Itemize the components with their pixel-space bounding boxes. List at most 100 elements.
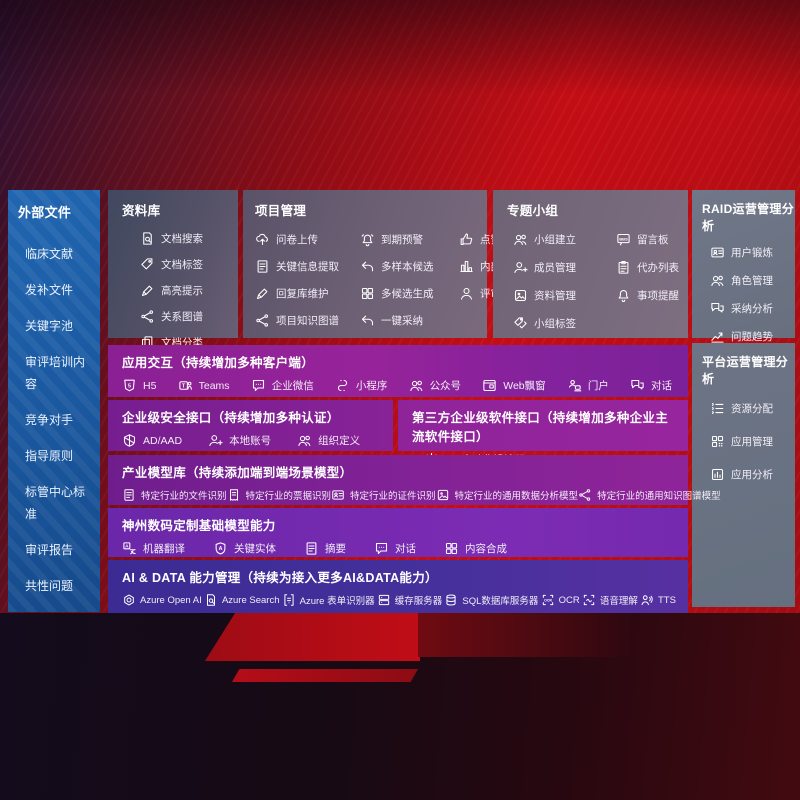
- feature-item[interactable]: TTS: [640, 593, 676, 607]
- feature-item[interactable]: 小程序: [335, 378, 388, 393]
- feature-item[interactable]: Azure Open AI: [122, 593, 202, 607]
- feature-item[interactable]: 特定行业的通用数据分析模型: [436, 488, 578, 502]
- grid-icon: [360, 286, 375, 301]
- feature-item[interactable]: 关系图谱: [140, 309, 238, 324]
- feature-item[interactable]: H5: [122, 378, 156, 393]
- feature-label: Web飘窗: [503, 380, 546, 392]
- feature-item[interactable]: 问题趋势: [710, 329, 795, 344]
- feature-item[interactable]: 一键采纳: [360, 313, 448, 328]
- feature-item[interactable]: 公众号: [409, 378, 461, 393]
- feature-item[interactable]: 多样本候选: [360, 259, 448, 274]
- feature-item[interactable]: 问卷上传: [255, 232, 349, 247]
- feature-item[interactable]: 机器翻译: [122, 541, 185, 556]
- feature-item[interactable]: 企业微信: [251, 378, 314, 393]
- feature-item[interactable]: 本地账号: [208, 433, 271, 448]
- feature-item[interactable]: 代办列表: [616, 260, 688, 275]
- reply-icon: [360, 313, 375, 328]
- feature-label: 小组标签: [534, 318, 576, 330]
- panel-title: 外部文件: [18, 205, 72, 220]
- sidebar-item[interactable]: 指导原则: [25, 449, 74, 463]
- trend-icon: [710, 329, 725, 344]
- feature-item[interactable]: 缓存服务器: [377, 593, 443, 607]
- feature-item[interactable]: 对话: [630, 378, 672, 393]
- sidebar-item[interactable]: 临床文献: [25, 247, 74, 261]
- feature-item[interactable]: 组织定义: [297, 433, 360, 448]
- feature-item[interactable]: SQL数据库服务器: [444, 593, 538, 607]
- sidebar-item[interactable]: 关键字池: [25, 319, 74, 333]
- feature-item[interactable]: Teams: [178, 378, 230, 393]
- feature-label: Teams: [198, 379, 230, 392]
- feature-item[interactable]: 小组标签: [513, 316, 605, 331]
- feature-label: 语音理解: [599, 596, 638, 607]
- sidebar-item[interactable]: 共性问题: [25, 579, 74, 593]
- sidebar-item[interactable]: 竞争对手: [25, 413, 74, 427]
- grid-icon: [444, 541, 459, 556]
- feature-item[interactable]: 文档搜索: [140, 231, 238, 246]
- tts-icon: [640, 593, 654, 607]
- feature-item[interactable]: 成员管理: [513, 260, 605, 275]
- pencil-icon: [255, 286, 270, 301]
- feature-label: 特定行业的文件识别: [141, 491, 227, 502]
- feature-label: 缓存服务器: [394, 596, 443, 607]
- feature-item[interactable]: 回复库维护: [255, 286, 349, 301]
- feature-item[interactable]: Web飘窗: [482, 378, 546, 393]
- feature-item[interactable]: 角色管理: [710, 273, 795, 288]
- feature-label: 用户锻炼: [731, 247, 773, 259]
- sidebar-item[interactable]: 审评培训内容: [25, 355, 86, 391]
- person-icon: [459, 286, 474, 301]
- receipt-icon: [227, 488, 241, 502]
- feature-item[interactable]: 留言板: [616, 232, 688, 247]
- feature-item[interactable]: 资料管理: [513, 288, 605, 303]
- doc-lines-icon: [304, 541, 319, 556]
- sidebar-item[interactable]: 标管中心标准: [25, 485, 86, 521]
- external-files-panel: 外部文件 临床文献发补文件关键字池审评培训内容竞争对手指导原则标管中心标准审评报…: [8, 190, 100, 612]
- feature-item[interactable]: 内容合成: [444, 541, 507, 556]
- id-card-icon: [710, 245, 725, 260]
- feature-item[interactable]: 用户锻炼: [710, 245, 795, 260]
- feature-item[interactable]: Azure Search: [204, 593, 280, 607]
- feature-item[interactable]: 关键实体: [213, 541, 276, 556]
- list-icon: [710, 401, 725, 416]
- feature-label: 事项提醒: [637, 290, 679, 302]
- feature-item[interactable]: 资源分配: [710, 401, 795, 416]
- row-title: AI & DATA 能力管理（持续为接入更多AI&DATA能力）: [122, 571, 438, 585]
- doc-lines-icon: [255, 259, 270, 274]
- feature-item[interactable]: 特定行业的证件识别: [331, 488, 436, 502]
- feature-item[interactable]: OCR: [541, 593, 580, 607]
- feature-item[interactable]: 语音理解: [582, 593, 638, 607]
- feature-item[interactable]: 应用分析: [710, 467, 795, 482]
- sidebar-item[interactable]: 审评报告: [25, 543, 74, 557]
- feature-item[interactable]: 采纳分析: [710, 301, 795, 316]
- bell-icon: [616, 288, 631, 303]
- feature-label: 企业微信: [271, 380, 314, 392]
- ranking-icon: [459, 259, 474, 274]
- feature-item[interactable]: 对话: [374, 541, 416, 556]
- feature-item[interactable]: AD/AAD: [122, 433, 182, 448]
- app-grid-icon: [710, 434, 725, 449]
- feature-item[interactable]: 特定行业的票据识别: [227, 488, 331, 502]
- feature-item[interactable]: 小组建立: [513, 232, 605, 247]
- feature-item[interactable]: 多候选生成: [360, 286, 448, 301]
- window-icon: [482, 378, 497, 393]
- feature-item[interactable]: 事项提醒: [616, 288, 688, 303]
- feature-item[interactable]: 项目知识图谱: [255, 313, 349, 328]
- feature-item[interactable]: 特定行业的文件识别: [122, 488, 227, 502]
- feature-label: Azure Open AI: [140, 594, 202, 606]
- feature-item[interactable]: 到期预警: [360, 232, 448, 247]
- feature-item[interactable]: 高亮提示: [140, 283, 238, 298]
- feature-item[interactable]: 摘要: [304, 541, 346, 556]
- feature-item[interactable]: 关键信息提取: [255, 259, 349, 274]
- network-icon: [140, 309, 155, 324]
- feature-label: 组织定义: [318, 435, 361, 447]
- feature-label: H5: [143, 379, 157, 392]
- feature-label: SQL数据库服务器: [462, 596, 539, 607]
- feature-item[interactable]: 文档标签: [140, 257, 238, 272]
- feature-item[interactable]: 应用管理: [710, 434, 795, 449]
- voice-icon: [582, 593, 596, 607]
- sidebar-item[interactable]: 发补文件: [25, 283, 74, 297]
- translate-icon: [122, 541, 137, 556]
- feature-label: 小程序: [355, 380, 388, 392]
- feature-item[interactable]: 特定行业的通用知识图谱模型: [578, 488, 721, 502]
- feature-item[interactable]: Azure 表单识别器: [282, 593, 375, 607]
- feature-item[interactable]: 门户: [567, 378, 609, 393]
